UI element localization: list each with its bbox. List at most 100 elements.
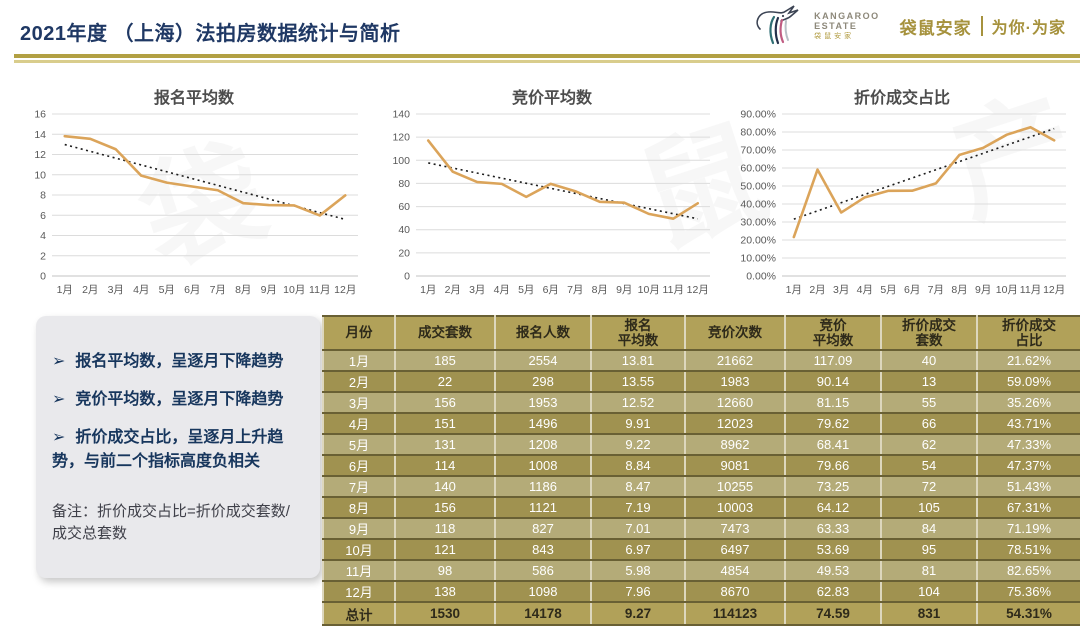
table-cell: 118 [394, 517, 496, 540]
table-cell: 11月 [322, 559, 396, 582]
svg-text:12月: 12月 [1043, 284, 1065, 296]
svg-text:120: 120 [392, 132, 410, 144]
table-cell: 1496 [494, 412, 592, 435]
table-cell: 7.01 [590, 517, 686, 540]
svg-text:2月: 2月 [445, 284, 461, 296]
table-cell: 1月 [322, 349, 396, 372]
svg-text:100: 100 [392, 155, 410, 167]
svg-text:6月: 6月 [543, 284, 559, 296]
table-cell: 1530 [394, 601, 496, 626]
table-cell: 13.81 [590, 349, 686, 372]
svg-text:3月: 3月 [469, 284, 485, 296]
table-cell: 总计 [322, 601, 396, 626]
column-header: 月份 [322, 315, 396, 351]
table-cell: 62.83 [784, 580, 882, 603]
svg-text:8月: 8月 [235, 284, 251, 296]
note-text: 竞价平均数，呈逐月下降趋势 [75, 391, 284, 409]
svg-text:4月: 4月 [133, 284, 149, 296]
table-row: 3月 156 1953 12.52 12660 81.15 55 35.26% [322, 391, 1080, 414]
brand-block: KANGAROO ESTATE 袋鼠安家 袋鼠安家 为你·为家 [750, 3, 1066, 49]
table-cell: 2月 [322, 370, 396, 393]
svg-text:7月: 7月 [928, 284, 944, 296]
note-text: 报名平均数，呈逐月下降趋势 [75, 353, 284, 370]
table-cell: 1098 [494, 580, 592, 603]
table-cell: 3月 [322, 391, 396, 414]
table-cell: 66 [880, 412, 978, 435]
table-cell: 12660 [684, 391, 786, 414]
bullet-arrow-icon: ➢ [52, 353, 66, 370]
table-cell: 8670 [684, 580, 786, 603]
table-cell: 68.41 [784, 433, 882, 456]
header-rule-bottom [14, 60, 1080, 63]
table-cell: 47.33% [976, 433, 1080, 456]
analysis-notes-panel: ➢ 报名平均数，呈逐月下降趋势 ➢ 竞价平均数，呈逐月下降趋势 ➢ 折价成交占比，呈逐… [36, 316, 320, 578]
svg-text:5月: 5月 [518, 284, 534, 296]
table-cell: 1008 [494, 454, 592, 477]
table-cell: 114 [394, 454, 496, 477]
table-cell: 4月 [322, 412, 396, 435]
table-cell: 1121 [494, 496, 592, 519]
table-cell: 5.98 [590, 559, 686, 582]
table-cell: 51.43% [976, 475, 1080, 498]
svg-text:6月: 6月 [904, 284, 920, 296]
table-cell: 298 [494, 370, 592, 393]
table-row: 7月 140 1186 8.47 10255 73.25 72 51.43% [322, 475, 1080, 498]
svg-text:14: 14 [34, 129, 46, 141]
table-body: 1月 185 2554 13.81 21662 117.09 40 21.62% 2月 22 298… [322, 349, 1080, 626]
table-cell: 10003 [684, 496, 786, 519]
table-cell: 67.31% [976, 496, 1080, 519]
table-row: 6月 114 1008 8.84 9081 79.66 54 47.37% [322, 454, 1080, 477]
table-cell: 156 [394, 496, 496, 519]
table-cell: 62 [880, 433, 978, 456]
svg-text:2月: 2月 [82, 284, 98, 296]
note-remark: 备注：折价成交占比=折价成交套数/成交总套数 [52, 502, 290, 543]
table-cell: 131 [394, 433, 496, 456]
svg-text:10: 10 [34, 169, 46, 181]
table-cell: 9081 [684, 454, 786, 477]
svg-text:50.00%: 50.00% [740, 181, 776, 193]
table-cell: 843 [494, 538, 592, 561]
table-cell: 138 [394, 580, 496, 603]
table-cell: 90.14 [784, 370, 882, 393]
table-cell: 1953 [494, 391, 592, 414]
logo-wordmark: KANGAROO ESTATE 袋鼠安家 [814, 11, 880, 42]
table-cell: 12月 [322, 580, 396, 603]
svg-text:140: 140 [392, 109, 410, 121]
svg-text:11月: 11月 [1020, 284, 1041, 296]
bullet-arrow-icon: ➢ [52, 429, 66, 447]
table-cell: 121 [394, 538, 496, 561]
table-cell: 117.09 [784, 349, 882, 372]
table-cell: 827 [494, 517, 592, 540]
table-cell: 105 [880, 496, 978, 519]
table-cell: 64.12 [784, 496, 882, 519]
table-row: 5月 131 1208 9.22 8962 68.41 62 47.33% [322, 433, 1080, 456]
bullet-arrow-icon: ➢ [52, 391, 66, 409]
table-cell: 59.09% [976, 370, 1080, 393]
table-cell: 43.71% [976, 412, 1080, 435]
monthly-data-table-wrap: 月份 成交套数 报名人数 报名 平均数 竞价次数 竞价 平均数 折价成交 套数 折价成交 占比… [322, 315, 1080, 626]
table-cell: 95 [880, 538, 978, 561]
table-cell: 10月 [322, 538, 396, 561]
svg-text:6月: 6月 [184, 284, 200, 296]
svg-text:4月: 4月 [857, 284, 873, 296]
table-cell: 75.36% [976, 580, 1080, 603]
table-cell: 79.62 [784, 412, 882, 435]
svg-text:20.00%: 20.00% [740, 235, 776, 247]
brand-tagline: 袋鼠安家 为你·为家 [900, 14, 1066, 39]
tagline-secondary: 为你·为家 [991, 20, 1066, 37]
tagline-divider [980, 16, 983, 36]
table-cell: 8.47 [590, 475, 686, 498]
table-cell: 12023 [684, 412, 786, 435]
table-cell: 7.19 [590, 496, 686, 519]
svg-text:2月: 2月 [809, 284, 825, 296]
svg-text:40: 40 [398, 224, 410, 236]
table-cell: 13.55 [590, 370, 686, 393]
table-cell: 55 [880, 391, 978, 414]
column-header: 报名人数 [494, 315, 592, 351]
svg-text:11月: 11月 [309, 284, 330, 296]
table-cell: 7月 [322, 475, 396, 498]
table-cell: 156 [394, 391, 496, 414]
chart-title: 报名平均数 [153, 90, 234, 107]
svg-text:16: 16 [34, 109, 46, 121]
